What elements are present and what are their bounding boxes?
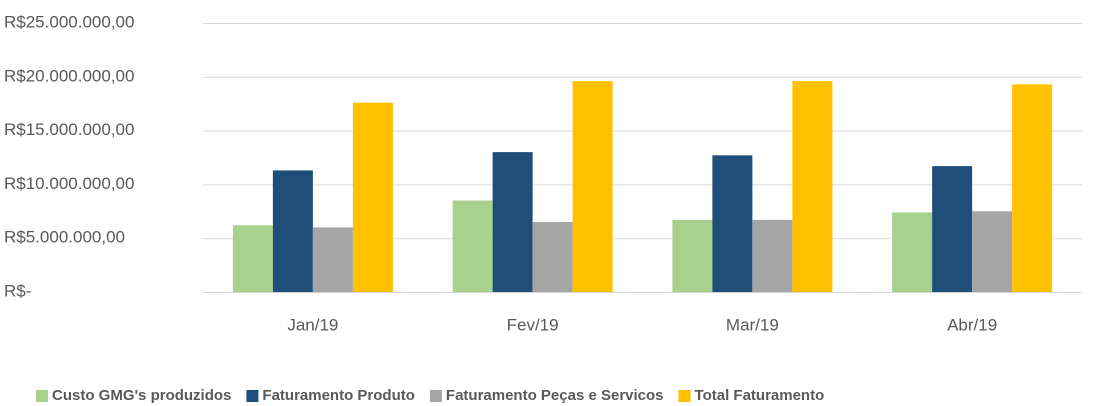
y-tick-label: R$15.000.000,00 xyxy=(4,120,134,139)
legend-swatch xyxy=(678,390,691,402)
legend-label: Total Faturamento xyxy=(695,387,825,404)
bar xyxy=(712,155,753,292)
bar xyxy=(352,102,393,293)
x-tick-label: Mar/19 xyxy=(726,315,779,334)
bar xyxy=(752,219,793,292)
y-tick-label: R$5.000.000,00 xyxy=(4,228,125,247)
bar xyxy=(232,225,273,292)
bar xyxy=(532,222,573,292)
legend-label: Faturamento Peças e Servicos xyxy=(446,387,664,404)
bar xyxy=(452,200,493,292)
x-tick-label: Abr/19 xyxy=(947,315,997,334)
y-tick-label: R$25.000.000,00 xyxy=(4,12,134,31)
bar xyxy=(312,227,353,292)
y-tick-label: R$- xyxy=(4,281,31,300)
bar xyxy=(572,81,613,292)
bar xyxy=(672,219,713,292)
legend-swatch xyxy=(36,390,48,402)
bar xyxy=(272,170,313,292)
x-tick-label: Jan/19 xyxy=(287,315,338,334)
legend-label: Faturamento Produto xyxy=(262,387,415,404)
bar xyxy=(892,212,933,292)
legend-swatch xyxy=(429,390,442,402)
bar xyxy=(972,211,1013,292)
bar xyxy=(792,81,833,292)
y-tick-label: R$10.000.000,00 xyxy=(4,174,134,193)
legend-label: Custo GMG's produzidos xyxy=(52,387,231,404)
x-tick-label: Fev/19 xyxy=(507,315,559,334)
legend-swatch xyxy=(246,390,259,402)
bar xyxy=(1012,84,1053,292)
bar xyxy=(932,166,973,292)
y-tick-label: R$20.000.000,00 xyxy=(4,66,134,85)
bar xyxy=(492,152,533,292)
